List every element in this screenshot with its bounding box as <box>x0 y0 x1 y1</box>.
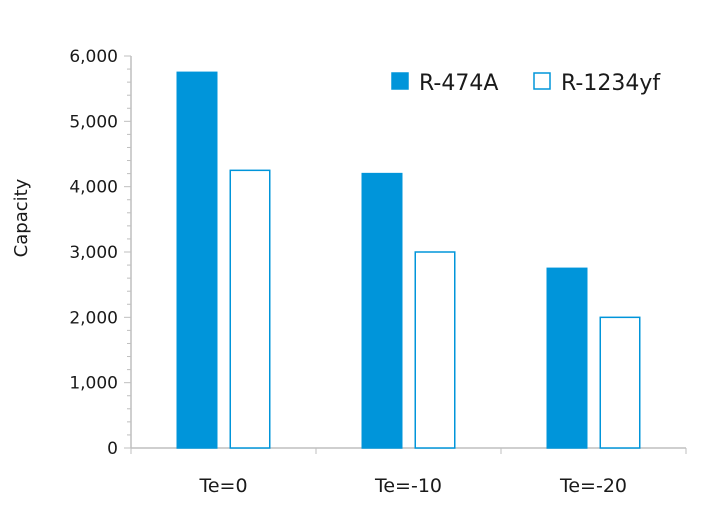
axes: 0 1,000 2,000 3,000 4,000 5,000 6,000 <box>69 47 687 459</box>
legend-label-0: R-474A <box>419 71 498 96</box>
legend: R-474A R-1234yf <box>391 71 661 96</box>
bar-r-474a-2 <box>546 267 588 449</box>
legend-swatch-0 <box>391 72 409 90</box>
y-axis-label: Capacity <box>11 178 32 257</box>
y-tick-label: 0 <box>107 439 118 459</box>
bar-r-474a-1 <box>361 172 403 449</box>
y-tick-label: 2,000 <box>69 308 118 328</box>
x-category-label: Te=0 <box>198 475 247 497</box>
bars <box>176 71 641 449</box>
bar-r-1234yf-0 <box>229 169 271 449</box>
y-tick-label: 6,000 <box>69 47 118 67</box>
x-category-label: Te=-10 <box>374 475 442 497</box>
y-tick-label: 1,000 <box>69 374 118 394</box>
legend-swatch-1 <box>533 72 551 90</box>
x-category-label: Te=-20 <box>559 475 627 497</box>
bar-r-474a-0 <box>176 71 218 449</box>
y-tick-label: 5,000 <box>69 112 118 132</box>
y-tick-label: 4,000 <box>69 178 118 198</box>
y-ticks: 0 1,000 2,000 3,000 4,000 5,000 6,000 <box>69 47 131 459</box>
y-tick-label: 3,000 <box>69 243 118 263</box>
legend-label-1: R-1234yf <box>561 71 661 96</box>
bar-r-1234yf-2 <box>599 316 641 449</box>
bar-r-1234yf-1 <box>414 251 456 449</box>
x-ticks <box>130 448 687 454</box>
category-labels: Te=0 Te=-10 Te=-20 <box>198 475 627 497</box>
